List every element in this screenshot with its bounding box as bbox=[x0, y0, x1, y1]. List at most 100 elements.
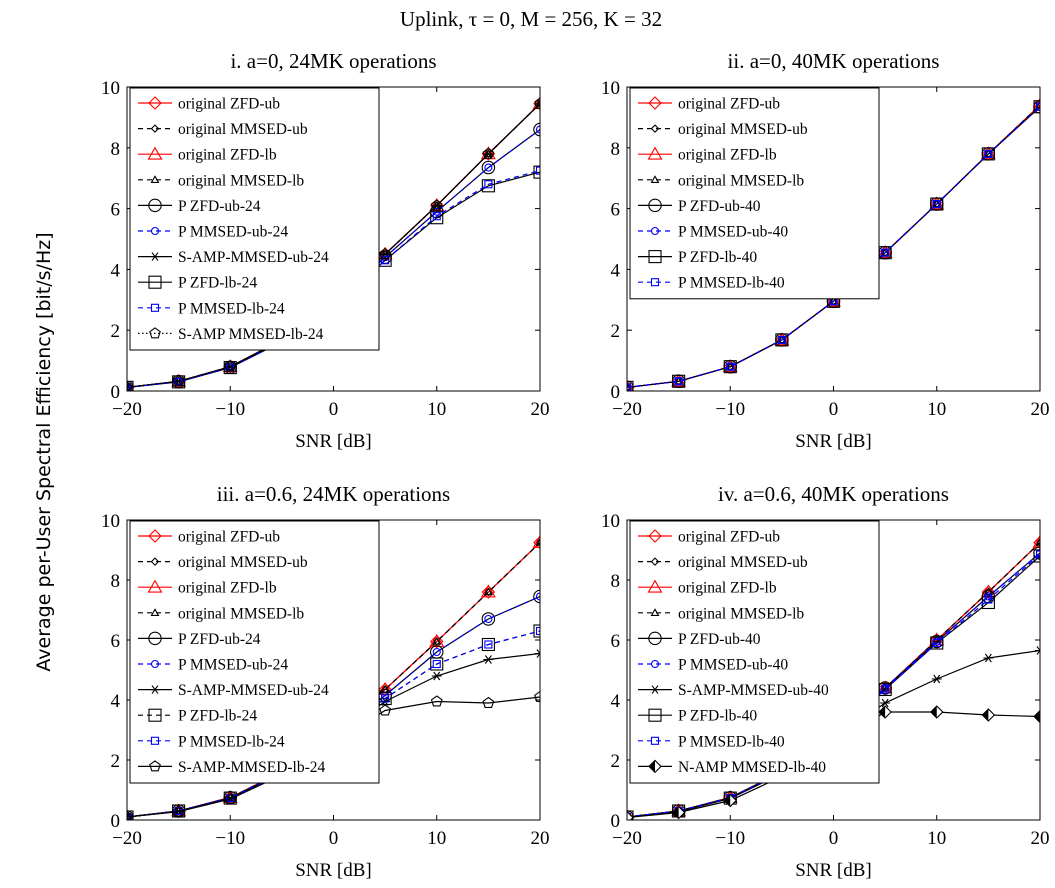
data-point bbox=[127, 383, 132, 391]
data-point-shape bbox=[127, 381, 133, 391]
legend-label: original ZFD-lb bbox=[678, 580, 777, 597]
legend-label: original MMSED-lb bbox=[178, 605, 304, 622]
data-point bbox=[535, 125, 540, 134]
legend-swatch-marker bbox=[650, 124, 660, 133]
y-tick-label: 2 bbox=[111, 321, 121, 342]
data-point-shape bbox=[981, 147, 995, 161]
data-point-fill bbox=[672, 806, 679, 819]
data-point bbox=[432, 201, 442, 210]
legend-label: S-AMP-MMSED-ub-40 bbox=[678, 682, 829, 699]
legend-box bbox=[629, 520, 880, 784]
y-tick-label: 10 bbox=[601, 78, 620, 99]
y-tick-label: 10 bbox=[601, 511, 620, 532]
axes-frame bbox=[626, 519, 1041, 821]
data-point-shape bbox=[172, 375, 185, 387]
legend-swatch-marker bbox=[647, 579, 663, 593]
data-point bbox=[127, 810, 134, 820]
y-tick-label: 2 bbox=[611, 751, 621, 772]
legend-swatch-marker-shape bbox=[150, 303, 160, 312]
legend-swatch-marker-shape bbox=[150, 659, 160, 669]
chart-title: i. a=0, 24MK operations bbox=[230, 49, 436, 73]
legend-swatch-marker bbox=[150, 557, 160, 566]
data-point bbox=[627, 383, 632, 391]
legend-swatch-marker-shape bbox=[650, 226, 660, 236]
legend-label: original ZFD-ub bbox=[178, 529, 280, 546]
legend-swatch-marker bbox=[149, 327, 161, 339]
legend-item: S-AMP MMSED-lb-24 bbox=[138, 326, 324, 343]
data-point bbox=[878, 705, 892, 719]
chart-panel-4: iv. a=0.6, 40MK operations SNR [dB] −20 −10… bbox=[601, 482, 1050, 881]
data-point bbox=[535, 99, 540, 108]
data-point-shape bbox=[127, 380, 134, 391]
legend-swatch-marker-shape bbox=[148, 96, 162, 110]
data-point-shape bbox=[1035, 102, 1040, 111]
chart-panel-2: ii. a=0, 40MK operations SNR [dB] −20 −10 0 1… bbox=[601, 49, 1050, 452]
y-tick-label: 6 bbox=[111, 200, 121, 221]
data-point bbox=[533, 535, 540, 550]
x-tick-label: 0 bbox=[329, 399, 339, 420]
data-point-shape bbox=[535, 649, 540, 658]
data-point-shape bbox=[535, 99, 540, 109]
data-point-shape bbox=[1033, 549, 1040, 563]
x-tick-label: −10 bbox=[715, 399, 745, 420]
legend-swatch-marker-shape bbox=[650, 659, 660, 669]
data-point-shape bbox=[880, 698, 891, 708]
data-point bbox=[223, 791, 237, 805]
data-point bbox=[672, 374, 686, 388]
legend-swatch-marker-shape bbox=[648, 96, 662, 110]
legend-swatch-marker bbox=[648, 198, 662, 213]
legend-label: P MMSED-lb-40 bbox=[678, 275, 785, 292]
legend-label: original ZFD-lb bbox=[178, 580, 277, 597]
data-point-shape bbox=[127, 383, 132, 391]
legend-label: P ZFD-ub-24 bbox=[178, 198, 261, 215]
legend-item: original MMSED-ub bbox=[638, 121, 808, 138]
data-point bbox=[484, 163, 493, 172]
legend-label: S-AMP-MMSED-lb-24 bbox=[178, 759, 326, 776]
data-point-shape bbox=[429, 633, 445, 647]
legend-label: S-AMP MMSED-lb-24 bbox=[178, 326, 324, 343]
data-point-shape bbox=[432, 636, 442, 645]
legend-swatch-marker-shape bbox=[148, 529, 162, 543]
data-point-shape bbox=[1032, 534, 1040, 548]
y-tick-label: 8 bbox=[111, 571, 121, 592]
data-point bbox=[532, 534, 540, 548]
data-point-shape bbox=[127, 810, 133, 820]
legend-swatch-marker-shape bbox=[150, 175, 160, 183]
data-point-fill bbox=[879, 706, 886, 718]
legend-label: original ZFD-ub bbox=[678, 529, 780, 546]
data-point bbox=[429, 634, 444, 649]
data-point bbox=[777, 335, 787, 344]
data-point bbox=[127, 812, 132, 820]
legend-label: P ZFD-lb-24 bbox=[178, 275, 257, 292]
data-point bbox=[1035, 537, 1040, 546]
legend-item: P MMSED-ub-40 bbox=[638, 657, 788, 674]
x-tick-label: −10 bbox=[715, 828, 745, 849]
legend-label: P MMSED-ub-40 bbox=[678, 657, 788, 674]
data-point-shape bbox=[981, 585, 996, 599]
data-point bbox=[535, 99, 540, 109]
legend-label: P MMSED-lb-40 bbox=[678, 733, 785, 750]
legend-label: original MMSED-ub bbox=[678, 121, 808, 138]
legend-swatch-marker bbox=[150, 303, 160, 312]
data-point bbox=[482, 147, 495, 159]
legend-item: P MMSED-lb-40 bbox=[638, 275, 785, 292]
data-point-fill bbox=[621, 812, 627, 824]
data-point-shape bbox=[481, 585, 496, 599]
data-point bbox=[483, 655, 494, 664]
legend-label: original MMSED-lb bbox=[178, 172, 304, 189]
legend-item: S-AMP-MMSED-ub-40 bbox=[638, 682, 829, 699]
data-point bbox=[981, 585, 996, 599]
legend-item: P MMSED-ub-24 bbox=[138, 224, 288, 241]
x-tick-label: −20 bbox=[112, 828, 142, 849]
y-tick-label: 2 bbox=[111, 751, 121, 772]
legend-item: original ZFD-ub bbox=[638, 529, 780, 546]
legend-item: original MMSED-ub bbox=[138, 554, 308, 571]
data-point bbox=[983, 587, 993, 596]
legend-swatch-marker-shape bbox=[650, 557, 660, 566]
data-point-shape bbox=[430, 657, 444, 671]
legend-swatch-marker-shape bbox=[650, 278, 660, 287]
legend-box bbox=[129, 520, 380, 784]
data-point bbox=[621, 810, 634, 824]
data-point-shape bbox=[1033, 100, 1040, 114]
legend-item: P ZFD-lb-24 bbox=[138, 708, 257, 725]
